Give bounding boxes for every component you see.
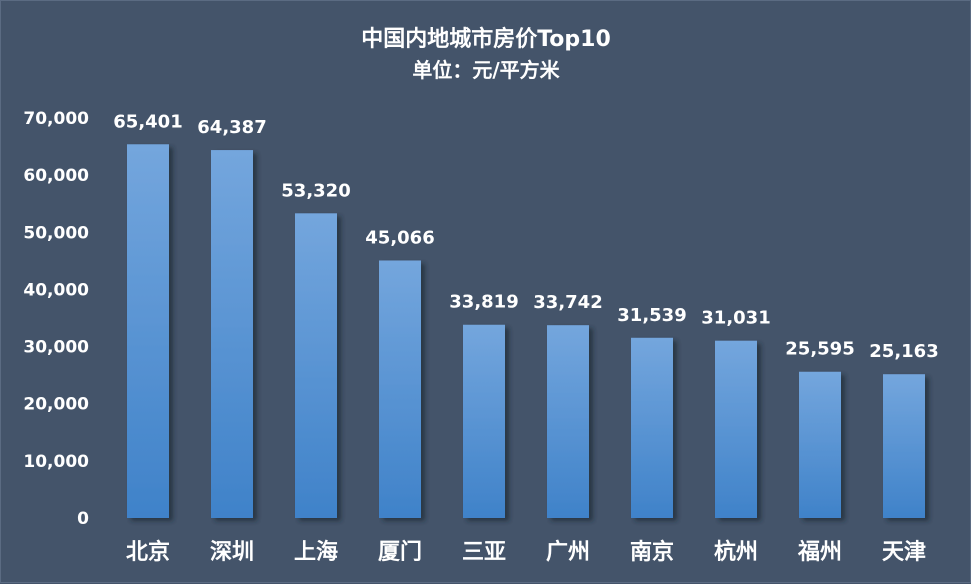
x-tick-label: 厦门	[378, 539, 422, 565]
data-label: 45,066	[365, 227, 434, 248]
data-label: 31,031	[701, 308, 770, 329]
bar	[463, 324, 505, 518]
x-tick-label: 杭州	[714, 539, 758, 565]
x-tick-label: 天津	[882, 539, 926, 565]
y-tick-label: 0	[77, 509, 89, 529]
bar	[211, 150, 253, 518]
bars	[127, 144, 925, 519]
data-labels: 65,401 64,387 53,320 45,066 33,819 33,742 31,5…	[113, 111, 938, 362]
data-label: 53,320	[281, 180, 350, 201]
x-axis: 北京 深圳 上海 厦门 三亚 广州 南京 杭州 福州 天津	[126, 539, 926, 565]
bar	[631, 337, 673, 518]
bar	[883, 374, 925, 518]
data-label: 33,742	[533, 292, 602, 313]
y-tick-label: 70,000	[23, 109, 89, 129]
y-tick-label: 40,000	[23, 280, 89, 300]
data-label: 31,539	[617, 305, 686, 326]
bar	[715, 340, 757, 518]
y-tick-label: 30,000	[23, 338, 89, 358]
y-axis: 0 10,000 20,000 30,000 40,000 50,000 60,000 70,…	[23, 109, 89, 529]
bar	[379, 260, 421, 518]
y-tick-label: 50,000	[23, 223, 89, 243]
x-tick-label: 南京	[630, 539, 674, 565]
x-tick-label: 福州	[797, 540, 842, 565]
y-tick-label: 60,000	[23, 166, 89, 186]
data-label: 64,387	[197, 117, 266, 138]
data-label: 25,595	[785, 339, 854, 360]
chart-subtitle: 单位：元/平方米	[412, 58, 560, 82]
x-tick-label: 三亚	[462, 540, 506, 565]
data-label: 25,163	[869, 341, 938, 362]
x-tick-label: 上海	[294, 539, 338, 565]
bar	[799, 371, 841, 518]
bar	[295, 213, 337, 519]
y-tick-label: 20,000	[23, 395, 89, 415]
chart-title: 中国内地城市房价Top10	[361, 26, 611, 52]
data-label: 65,401	[113, 111, 182, 132]
bar	[547, 325, 589, 518]
bar	[127, 144, 169, 518]
x-tick-label: 广州	[546, 539, 590, 565]
x-tick-label: 深圳	[210, 540, 254, 565]
x-tick-label: 北京	[126, 539, 170, 565]
data-label: 33,819	[449, 292, 518, 313]
y-tick-label: 10,000	[23, 452, 89, 472]
